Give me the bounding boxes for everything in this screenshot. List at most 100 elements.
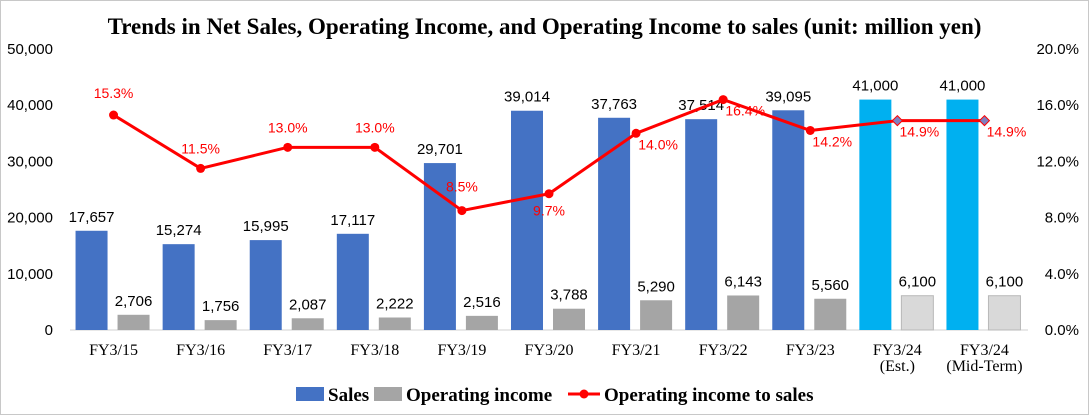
ratio-point-marker [109, 110, 119, 120]
ratio-value-label: 13.0% [355, 119, 395, 135]
sales-bar [598, 117, 631, 330]
y-left-tick-label: 30,000 [7, 153, 53, 170]
ratio-value-label: 13.0% [268, 119, 308, 135]
y-left-ticks: 0 10,000 20,000 30,000 40,000 50,000 [7, 41, 53, 339]
ratio-point-marker [978, 114, 991, 127]
operating-income-value-label: 1,756 [202, 298, 240, 315]
y-right-tick-label: 12.0% [1036, 153, 1079, 170]
x-tick-label: FY3/21 [612, 342, 661, 359]
y-left-tick-label: 10,000 [7, 266, 53, 283]
sales-bar [946, 99, 979, 330]
operating-income-bar [117, 314, 150, 330]
sales-value-label: 17,657 [69, 209, 115, 226]
ratio-value-label: 16.4% [725, 103, 765, 119]
ratio-value-label: 15.3% [94, 85, 134, 101]
x-tick-label: (Est.) [880, 358, 915, 375]
operating-income-bar [727, 295, 760, 330]
x-tick-label: FY3/24 [960, 342, 1009, 359]
operating-income-value-label: 2,516 [463, 294, 501, 311]
x-tick-label: FY3/20 [525, 342, 574, 359]
ratio-point-marker [718, 95, 728, 105]
ratio-point-marker [891, 114, 904, 127]
operating-income-bar [987, 295, 1021, 331]
legend-marker-ratio [579, 389, 589, 399]
operating-income-bar [291, 318, 324, 330]
operating-income-value-label: 2,222 [376, 296, 414, 313]
operating-income-bar [814, 298, 847, 330]
ratio-point-marker [196, 163, 206, 173]
x-tick-label: FY3/24 [873, 342, 922, 359]
legend-swatch-operating-income [374, 387, 402, 401]
y-right-tick-label: 4.0% [1045, 266, 1079, 283]
operating-income-value-label: 3,788 [550, 287, 588, 304]
y-left-tick-label: 0 [45, 322, 53, 339]
x-tick-label: FY3/17 [263, 342, 312, 359]
sales-value-label: 41,000 [940, 78, 986, 95]
operating-income-bar [900, 295, 934, 331]
sales-value-label: 39,014 [504, 89, 550, 106]
sales-value-label: 41,000 [852, 78, 898, 95]
operating-income-bar [640, 300, 673, 330]
ratio-point-marker [631, 128, 641, 138]
ratio-value-label: 11.5% [181, 140, 220, 156]
y-right-tick-label: 0.0% [1045, 322, 1079, 339]
ratio-value-label: 14.9% [987, 124, 1027, 140]
line-series: 15.3% 11.5% 13.0% 13.0% 8.5% 9.7% 14.0% 16.4% 14… [94, 85, 1027, 219]
x-tick-label: FY3/18 [350, 342, 399, 359]
sales-bar [423, 163, 456, 330]
ratio-point-marker [370, 142, 380, 152]
ratio-value-label: 9.7% [533, 203, 565, 219]
legend: Sales Operating income Operating income to… [296, 385, 814, 406]
operating-income-value-label: 6,100 [986, 274, 1024, 291]
sales-value-label: 37,763 [591, 96, 637, 113]
operating-income-value-label: 2,706 [115, 293, 153, 310]
ratio-point-marker [805, 125, 815, 135]
y-right-tick-label: 16.0% [1036, 97, 1079, 114]
sales-bar [772, 110, 805, 330]
operating-income-bar [204, 320, 237, 330]
x-tick-label: FY3/19 [437, 342, 486, 359]
sales-bar [511, 110, 543, 330]
legend-label-sales: Sales [328, 385, 369, 406]
ratio-point-marker [544, 189, 554, 199]
x-ticks: FY3/15 FY3/16 FY3/17 FY3/18 FY3/19 FY3/20 FY3/… [89, 342, 1022, 375]
sales-value-label: 17,117 [330, 212, 375, 229]
x-tick-label: (Mid-Term) [946, 358, 1022, 375]
y-left-tick-label: 20,000 [7, 210, 53, 227]
sales-value-label: 29,701 [417, 141, 463, 158]
ratio-point-marker [283, 142, 293, 152]
sales-bar [685, 119, 718, 330]
sales-value-label: 39,095 [765, 88, 811, 105]
ratio-value-label: 14.2% [812, 133, 852, 149]
operating-income-bar [378, 317, 411, 330]
ratio-value-label: 8.5% [446, 179, 478, 195]
x-tick-label: FY3/16 [176, 342, 225, 359]
x-tick-label: FY3/22 [699, 342, 748, 359]
bar-labels: 17,657 2,706 15,274 1,756 15,995 2,087 17,117 2… [69, 78, 1024, 316]
chart-title: Trends in Net Sales, Operating Income, a… [107, 14, 982, 39]
operating-income-value-label: 2,087 [289, 296, 327, 313]
legend-swatch-sales [296, 387, 324, 401]
sales-value-label: 37,514 [678, 97, 724, 114]
operating-income-value-label: 5,290 [637, 278, 675, 295]
y-left-tick-label: 50,000 [7, 41, 53, 58]
x-tick-label: FY3/23 [786, 342, 835, 359]
sales-bar [75, 230, 108, 330]
sales-bar [249, 240, 282, 330]
operating-income-value-label: 5,560 [811, 277, 849, 294]
sales-bar [162, 244, 195, 330]
bars [75, 99, 1021, 331]
legend-label-ratio: Operating income to sales [604, 385, 814, 406]
y-right-tick-label: 20.0% [1036, 41, 1079, 58]
sales-value-label: 15,995 [243, 218, 289, 235]
ratio-value-label: 14.0% [638, 136, 678, 152]
x-tick-label: FY3/15 [89, 342, 138, 359]
y-right-tick-label: 8.0% [1045, 210, 1079, 227]
ratio-value-label: 14.9% [900, 124, 940, 140]
operating-income-bar [553, 308, 585, 330]
y-left-tick-label: 40,000 [7, 97, 53, 114]
operating-income-value-label: 6,143 [724, 273, 762, 290]
operating-income-bar [465, 315, 498, 330]
